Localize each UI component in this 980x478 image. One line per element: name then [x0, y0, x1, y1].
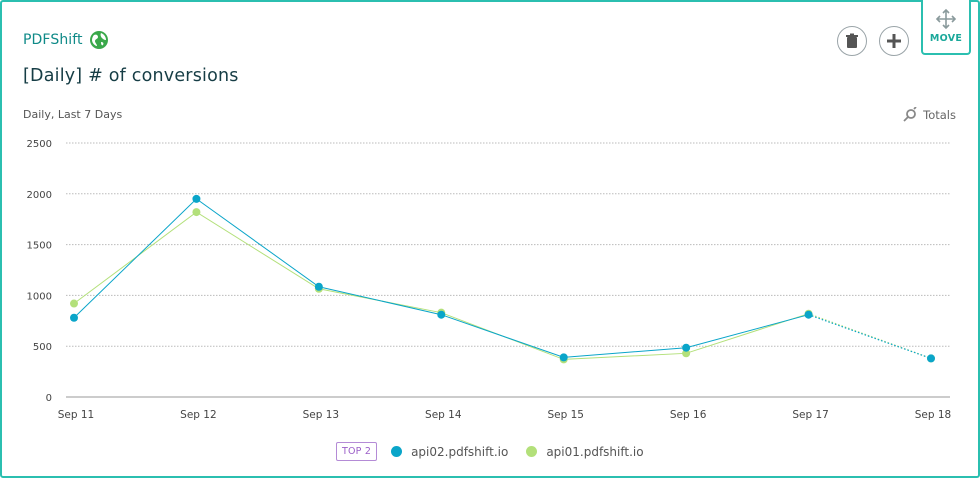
- globe-icon: [89, 30, 109, 50]
- y-tick-label: 2000: [27, 190, 52, 201]
- data-point: [927, 354, 935, 363]
- y-tick-label: 1000: [27, 291, 52, 302]
- delete-button[interactable]: [837, 26, 867, 56]
- data-point: [192, 194, 201, 203]
- move-arrows-icon: [935, 8, 957, 30]
- widget-title: [Daily] # of conversions: [23, 66, 239, 86]
- x-tick-label: Sep 15: [547, 409, 584, 421]
- legend-item-api01[interactable]: api01.pdfshift.io: [526, 444, 644, 459]
- y-tick-label: 0: [46, 393, 52, 404]
- top-badge[interactable]: TOP 2: [336, 442, 378, 461]
- series-line: [73, 211, 809, 360]
- move-button[interactable]: MOVE: [921, 0, 971, 55]
- series-line-partial: [808, 314, 932, 359]
- brand: PDFShift: [23, 30, 109, 50]
- totals-toggle[interactable]: Totals: [902, 107, 956, 123]
- legend-label: api01.pdfshift.io: [546, 444, 644, 459]
- x-tick-label: Sep 13: [303, 409, 340, 421]
- data-point: [70, 299, 78, 308]
- move-label: MOVE: [929, 33, 963, 44]
- data-point: [682, 343, 691, 352]
- legend-dot: [526, 446, 538, 457]
- add-widget-icon: [887, 34, 902, 49]
- x-tick-label: Sep 14: [425, 409, 462, 421]
- data-point: [437, 310, 446, 319]
- x-tick-label: Sep 18: [915, 409, 952, 421]
- data-point: [314, 282, 323, 291]
- legend-item-api02[interactable]: api02.pdfshift.io: [391, 445, 508, 459]
- data-point: [804, 310, 813, 319]
- data-point: [559, 353, 568, 362]
- data-point: [70, 313, 78, 322]
- trash-icon: [846, 33, 858, 48]
- add-button[interactable]: [879, 26, 909, 56]
- totals-label: Totals: [923, 108, 956, 122]
- y-tick-label: 500: [33, 342, 52, 353]
- chart-legend: TOP 2 api02.pdfshift.io api01.pdfshift.i…: [336, 442, 662, 461]
- x-tick-label: Sep 17: [792, 409, 829, 421]
- x-tick-label: Sep 11: [58, 409, 95, 421]
- sigma-link-icon: [903, 107, 917, 122]
- x-tick-label: Sep 12: [180, 409, 217, 421]
- x-tick-label: Sep 16: [670, 409, 707, 421]
- series-line-partial: [808, 313, 932, 359]
- brand-name: PDFShift: [23, 32, 83, 48]
- data-point: [192, 208, 201, 217]
- series-line: [73, 198, 809, 358]
- legend-dot: [391, 446, 403, 457]
- chart-subtitle: Daily, Last 7 Days: [23, 108, 123, 121]
- y-tick-label: 2500: [27, 139, 52, 150]
- y-tick-label: 1500: [27, 241, 52, 252]
- data-point: [682, 349, 691, 358]
- legend-label: api02.pdfshift.io: [411, 444, 509, 459]
